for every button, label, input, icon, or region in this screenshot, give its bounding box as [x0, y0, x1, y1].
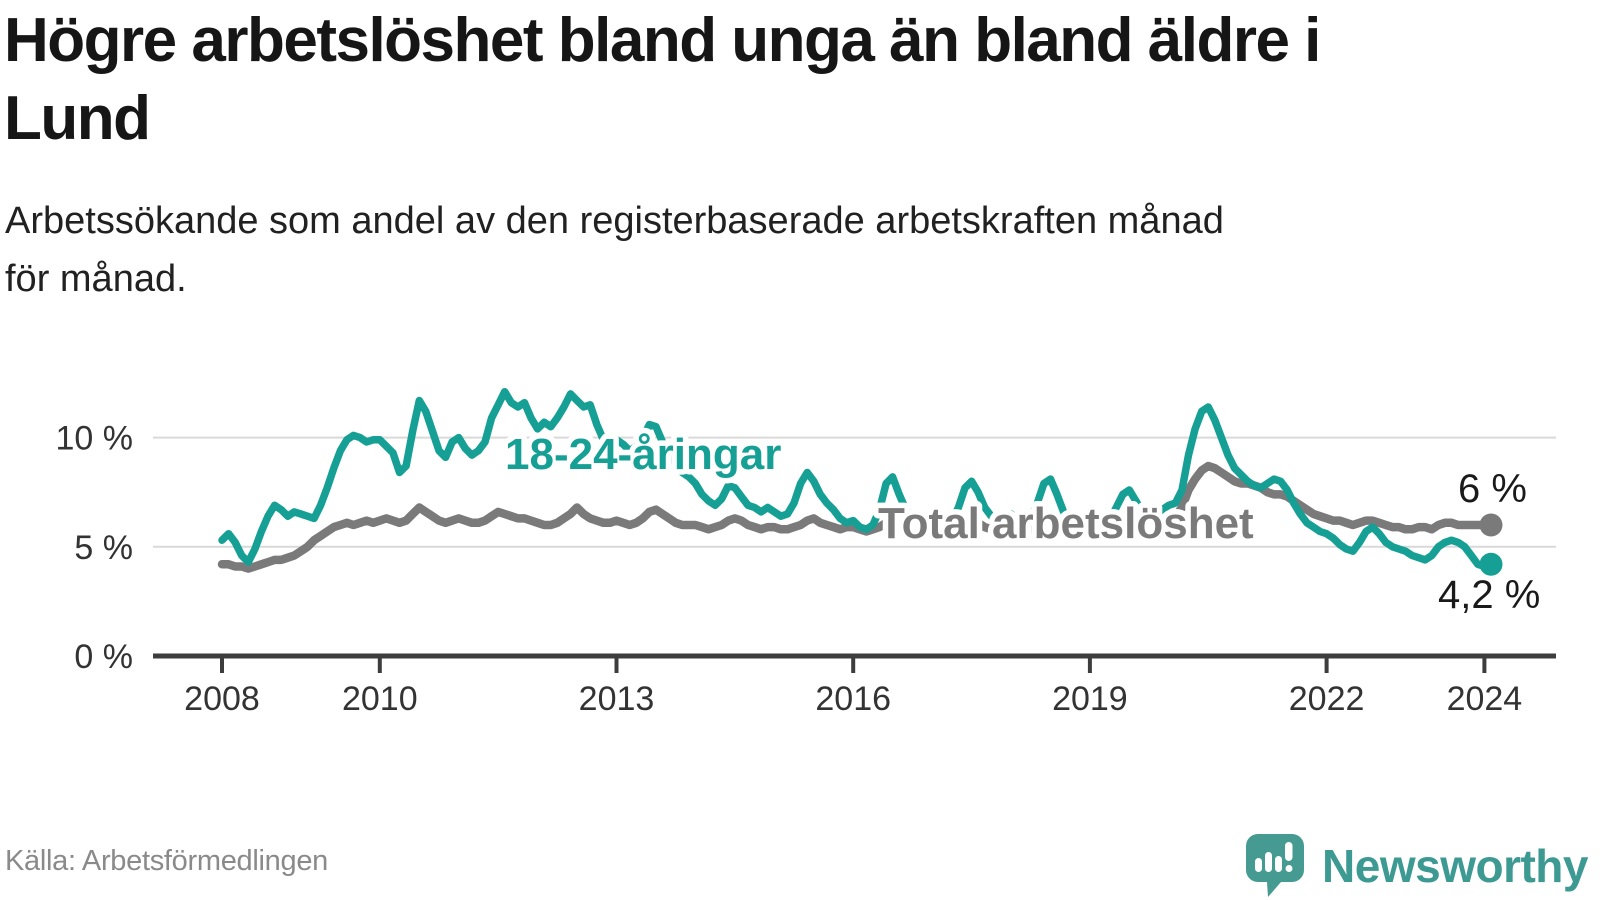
series-label-youth: 18-24-åringar: [505, 430, 781, 479]
newsworthy-logo-icon: [1246, 834, 1305, 897]
gridlines: [153, 436, 1556, 548]
brand-name: Newsworthy: [1322, 840, 1588, 892]
subtitle-line-2: för månad.: [5, 258, 187, 300]
title-line-1: Högre arbetslöshet bland unga än bland ä…: [4, 6, 1321, 75]
x-tick-label: 2022: [1289, 680, 1365, 718]
page-title: Högre arbetslöshet bland unga än bland ä…: [4, 2, 1321, 158]
end-dot-youth: [1479, 552, 1503, 576]
chart-subtitle: Arbetssökande som andel av den registerb…: [5, 192, 1224, 308]
series-line-youth: [218, 387, 1495, 571]
bar-2: [1265, 852, 1273, 872]
x-tick-label: 2008: [184, 680, 260, 718]
y-tick-label: 0 %: [74, 638, 133, 676]
x-tick-label: 2016: [815, 680, 891, 718]
end-value-label-youth: 4,2 %: [1438, 573, 1540, 617]
x-tick-label: 2013: [579, 680, 655, 718]
x-tick-label: 2024: [1447, 680, 1523, 718]
y-tick-label: 10 %: [56, 420, 134, 458]
series-label-total: Total arbetslöshet: [878, 499, 1254, 548]
bar-1: [1255, 858, 1263, 872]
series-lines: [217, 387, 1496, 573]
x-tick-label: 2010: [342, 680, 418, 718]
source-attribution: Källa: Arbetsförmedlingen: [5, 845, 328, 877]
title-line-2: Lund: [4, 84, 151, 153]
tick-labels: 0 % 5 % 10 % 2008 2010 2013 2016 2019 2022 2024: [56, 420, 1523, 718]
subtitle-line-1: Arbetssökande som andel av den registerb…: [5, 200, 1224, 242]
exclamation-bar: [1285, 842, 1293, 861]
exclamation-dot: [1285, 865, 1293, 872]
x-axis: [153, 653, 1556, 673]
end-value-label-total: 6 %: [1458, 467, 1527, 511]
y-tick-label: 5 %: [74, 529, 133, 567]
newsworthy-logo: Newsworthy: [1246, 834, 1588, 898]
end-dots: [1479, 513, 1503, 576]
x-tick-label: 2019: [1052, 680, 1128, 718]
end-dot-total: [1479, 513, 1503, 537]
bar-3: [1275, 856, 1283, 872]
